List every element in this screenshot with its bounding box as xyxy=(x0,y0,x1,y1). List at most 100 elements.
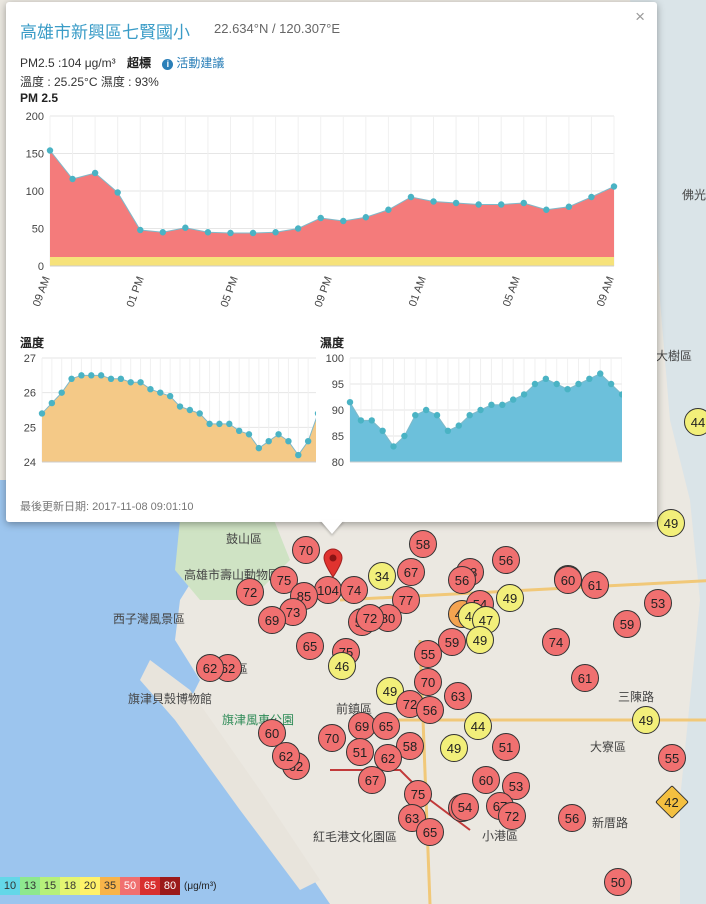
aqi-marker[interactable]: 60 xyxy=(554,566,582,594)
aqi-marker-value: 61 xyxy=(577,671,593,686)
aqi-marker[interactable]: 67 xyxy=(397,558,425,586)
aqi-marker[interactable]: 51 xyxy=(492,733,520,761)
aqi-marker[interactable]: 104 xyxy=(314,576,342,604)
data-point xyxy=(510,396,517,403)
aqi-marker[interactable]: 34 xyxy=(368,562,396,590)
data-point xyxy=(235,427,243,434)
place-label: 西子灣風景區 xyxy=(113,612,186,626)
aqi-marker[interactable]: 59 xyxy=(438,628,466,656)
aqi-marker-value: 70 xyxy=(324,731,340,746)
aqi-marker[interactable]: 55 xyxy=(658,744,686,772)
aqi-marker[interactable]: 53 xyxy=(644,589,672,617)
data-point xyxy=(520,199,527,207)
last-updated: 最後更新日期: 2017-11-08 09:01:10 xyxy=(20,501,194,513)
aqi-marker[interactable]: 65 xyxy=(296,632,324,660)
activity-advice-label: 活動建議 xyxy=(176,56,225,70)
data-point xyxy=(475,201,482,208)
data-point xyxy=(304,438,312,445)
pm25-legend: 10 13 15 18 20 35 50 65 80 (μg/m³) xyxy=(0,876,216,896)
aqi-marker[interactable]: 67 xyxy=(358,766,386,794)
data-point xyxy=(607,380,615,388)
aqi-marker[interactable]: 53 xyxy=(502,772,530,800)
selected-location-pin-icon[interactable] xyxy=(322,548,344,578)
aqi-marker[interactable]: 49 xyxy=(632,706,660,734)
aqi-marker[interactable]: 65 xyxy=(372,712,400,740)
data-point xyxy=(444,427,452,434)
data-point xyxy=(390,443,397,450)
aqi-marker[interactable]: 61 xyxy=(571,664,599,692)
aqi-marker-value: 72 xyxy=(402,697,418,712)
aqi-marker[interactable]: 56 xyxy=(448,566,476,594)
data-point xyxy=(127,379,134,386)
aqi-marker-value: 69 xyxy=(264,613,280,628)
aqi-marker[interactable]: 49 xyxy=(466,626,494,654)
aqi-marker[interactable]: 61 xyxy=(581,571,609,599)
aqi-marker[interactable]: 58 xyxy=(409,530,437,558)
activity-advice-link[interactable]: i 活動建議 xyxy=(162,56,224,70)
aqi-marker[interactable]: 44 xyxy=(464,712,492,740)
aqi-marker[interactable]: 49 xyxy=(496,584,524,612)
data-point xyxy=(137,379,144,386)
pm25-summary: PM2.5 :104 μg/m³ 超標 i 活動建議 xyxy=(20,54,224,71)
aqi-marker[interactable]: 51 xyxy=(346,738,374,766)
aqi-marker[interactable]: 49 xyxy=(657,509,685,537)
data-point xyxy=(531,380,539,388)
station-name: 高雄市新興區七賢國小 xyxy=(20,23,190,42)
pm25-chart-label: PM 2.5 xyxy=(20,91,59,105)
aqi-marker[interactable]: 72 xyxy=(498,802,526,830)
aqi-marker[interactable]: 50 xyxy=(604,868,632,896)
aqi-marker-value: 56 xyxy=(498,553,514,568)
x-tick-label: 09 AM xyxy=(595,275,617,308)
aqi-marker[interactable]: 70 xyxy=(414,668,442,696)
aqi-marker[interactable]: 65 xyxy=(416,818,444,846)
aqi-marker[interactable]: 74 xyxy=(340,576,368,604)
data-point xyxy=(314,410,316,416)
y-tick-label: 50 xyxy=(32,224,44,236)
place-label: 新厝路 xyxy=(592,816,629,830)
data-point xyxy=(357,417,365,424)
place-label: 三陳路 xyxy=(618,690,655,704)
aqi-marker[interactable]: 55 xyxy=(414,640,442,668)
data-point xyxy=(385,206,392,213)
data-point xyxy=(107,375,115,382)
aqi-marker[interactable]: 44 xyxy=(684,408,706,436)
aqi-marker-value: 46 xyxy=(334,659,350,674)
aqi-marker[interactable]: 72 xyxy=(236,578,264,606)
data-point xyxy=(295,451,302,459)
aqi-marker-value: 34 xyxy=(374,569,390,584)
place-label: 大寮區 xyxy=(590,740,627,754)
aqi-marker-value: 54 xyxy=(457,800,473,815)
aqi-marker[interactable]: 46 xyxy=(328,652,356,680)
aqi-marker-value: 65 xyxy=(378,719,394,734)
aqi-marker[interactable]: 62 xyxy=(196,654,224,682)
aqi-marker-value: 75 xyxy=(276,573,292,588)
place-label: 小港區 xyxy=(482,829,519,843)
aqi-marker[interactable]: 56 xyxy=(558,804,586,832)
legend-swatch: 65 xyxy=(140,877,160,895)
aqi-marker[interactable]: 74 xyxy=(542,628,570,656)
aqi-marker[interactable]: 72 xyxy=(356,604,384,632)
aqi-marker[interactable]: 63 xyxy=(444,682,472,710)
aqi-marker[interactable]: 75 xyxy=(404,780,432,808)
close-icon[interactable]: × xyxy=(635,7,645,26)
data-point xyxy=(68,375,75,382)
x-tick-label: 09 PM xyxy=(313,275,335,309)
data-point xyxy=(362,214,370,221)
data-point xyxy=(520,391,528,398)
data-point xyxy=(204,229,212,236)
humidity-chart: 80 85 90 95 100 xyxy=(326,353,622,469)
data-point xyxy=(294,225,302,232)
aqi-marker[interactable]: 70 xyxy=(318,724,346,752)
aqi-marker[interactable]: 62 xyxy=(272,742,300,770)
aqi-marker[interactable]: 69 xyxy=(258,606,286,634)
aqi-marker[interactable]: 54 xyxy=(451,793,479,821)
aqi-marker[interactable]: 59 xyxy=(613,610,641,638)
aqi-marker[interactable]: 49 xyxy=(440,734,468,762)
aqi-marker[interactable]: 56 xyxy=(492,546,520,574)
aqi-marker[interactable]: 70 xyxy=(292,536,320,564)
aqi-marker[interactable]: 60 xyxy=(472,766,500,794)
data-point xyxy=(597,370,604,377)
aqi-marker[interactable]: 56 xyxy=(416,696,444,724)
x-tick-label: 05 AM xyxy=(501,275,523,308)
legend-swatch: 20 xyxy=(80,877,100,895)
